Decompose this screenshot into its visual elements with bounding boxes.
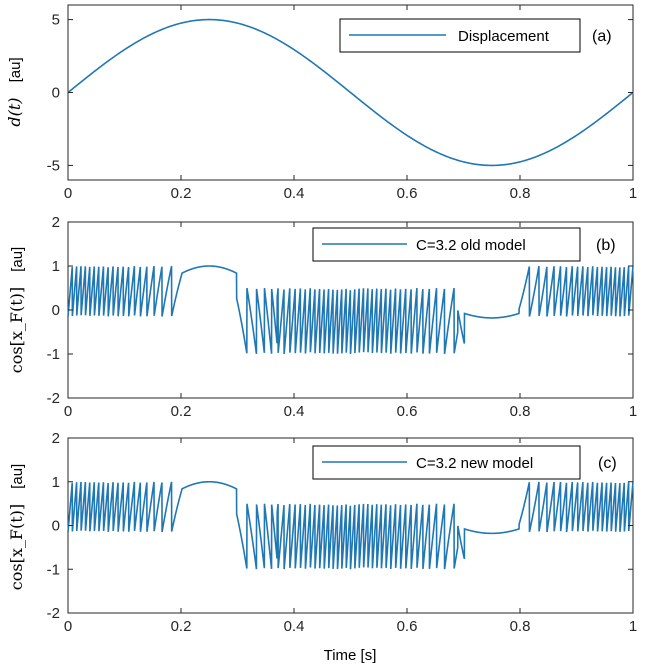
x-tick-label: 0.2 <box>171 618 192 635</box>
y-tick-label: -5 <box>47 157 60 174</box>
x-tick-label: 1 <box>629 185 637 202</box>
panel-a-ylabel: d(t) [au] <box>5 57 24 126</box>
panel-a-legend-label: Displacement <box>458 28 550 45</box>
y-tick-label: 2 <box>52 430 60 447</box>
panel-b-ticks: 0 0.2 0.4 0.6 0.8 1 2 1 0 -1 -2 <box>47 214 638 420</box>
panel-c-legend-label: C=3.2 new model <box>416 455 533 472</box>
panel-a-series-line <box>67 18 634 167</box>
y-tick-label: 5 <box>52 12 60 29</box>
x-tick-label: 0 <box>64 618 72 635</box>
panel-c-ylabel-symbol: cos[x_F(t)] <box>7 504 26 590</box>
y-tick-label: -1 <box>47 346 60 363</box>
y-tick-label: -2 <box>47 390 60 407</box>
y-tick-label: -1 <box>47 561 60 578</box>
panel-c-xlabel: Time [s] <box>324 647 377 664</box>
x-tick-label: 0.6 <box>397 403 418 420</box>
y-tick-label: 1 <box>52 474 60 491</box>
panel-b-series-line <box>67 265 634 355</box>
x-tick-label: 0.4 <box>284 618 305 635</box>
x-tick-label: 0.8 <box>510 618 531 635</box>
panel-a-legend: Displacement <box>339 18 581 53</box>
panel-a: 0 0.2 0.4 0.6 0.8 150-5 Displacement (a) d(t)… <box>5 4 637 202</box>
x-tick-label: 0.6 <box>397 185 418 202</box>
panel-b-legend-label: C=3.2 old model <box>416 237 526 254</box>
x-tick-label: 0.4 <box>284 185 305 202</box>
panel-b-ylabel-unit: [au] <box>9 247 26 272</box>
panel-c-letter: (c) <box>598 455 617 472</box>
y-tick-label: 0 <box>52 302 60 319</box>
x-tick-label: 1 <box>629 618 637 635</box>
panel-a-letter: (a) <box>592 28 612 45</box>
y-tick-label: 0 <box>52 85 60 102</box>
panel-b-ylabel: cos[x_F(t)] [au] <box>7 247 26 373</box>
x-tick-label: 0.2 <box>171 185 192 202</box>
x-tick-label: 0 <box>64 185 72 202</box>
y-tick-label: -2 <box>47 605 60 622</box>
panel-c-legend: C=3.2 new model <box>312 445 581 480</box>
x-tick-label: 0 <box>64 403 72 420</box>
panel-c-ticks: 0 0.2 0.4 0.6 0.8 1 2 1 0 -1 -2 <box>47 430 638 635</box>
y-tick-label: 0 <box>52 518 60 535</box>
panel-b-letter: (b) <box>596 237 616 254</box>
x-tick-label: 0.2 <box>171 403 192 420</box>
panel-a-ylabel-unit: [au] <box>7 57 24 82</box>
panel-b-ylabel-symbol: cos[x_F(t)] <box>7 287 26 373</box>
panel-c-ylabel: cos[x_F(t)] [au] <box>7 464 26 590</box>
panel-c-series-line <box>67 480 634 570</box>
y-tick-label: 1 <box>52 258 60 275</box>
panel-a-ticks: 0 0.2 0.4 0.6 0.8 150-5 <box>47 5 637 202</box>
x-tick-label: 0.8 <box>510 403 531 420</box>
x-tick-label: 0.4 <box>284 403 305 420</box>
x-tick-label: 1 <box>629 403 637 420</box>
panel-b-legend: C=3.2 old model <box>312 227 581 262</box>
panel-a-ylabel-symbol: d(t) <box>5 97 24 126</box>
x-tick-label: 0.6 <box>397 618 418 635</box>
panel-c: 0 0.2 0.4 0.6 0.8 1 2 1 0 -1 -2 C=3.2 new model (c… <box>7 430 637 664</box>
panel-c-ylabel-unit: [au] <box>9 464 26 489</box>
y-tick-label: 2 <box>52 214 60 231</box>
x-tick-label: 0.8 <box>510 185 531 202</box>
panel-b: 0 0.2 0.4 0.6 0.8 1 2 1 0 -1 -2 C=3.2 old model (b… <box>7 214 637 420</box>
